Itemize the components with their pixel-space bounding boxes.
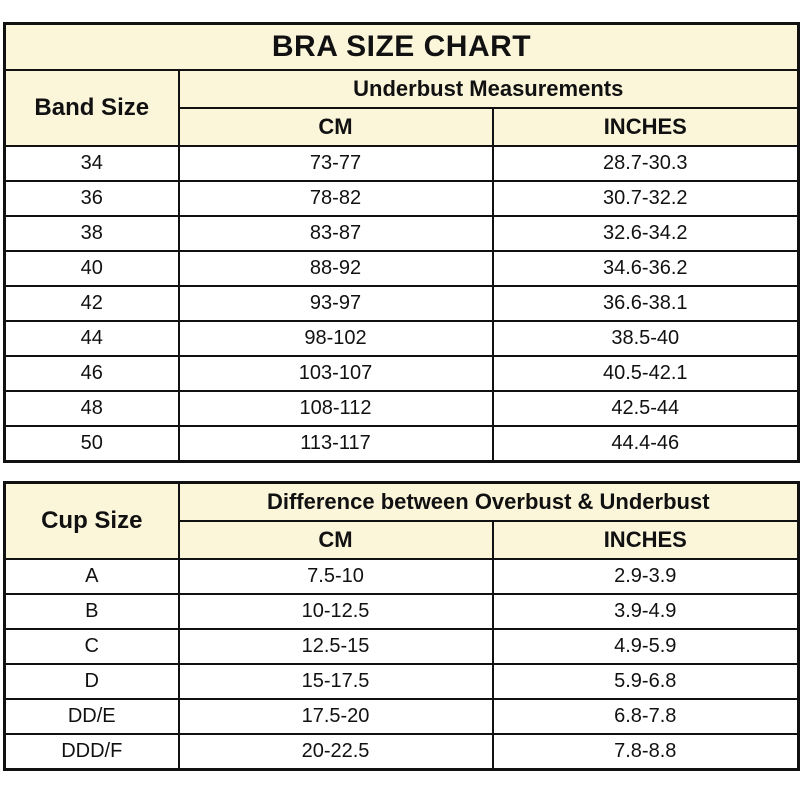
cup-cm-range: 7.5-10 [177,558,494,595]
page-title: BRA SIZE CHART [3,22,800,71]
band-group-header-row: Band Size Underbust Measurements [3,69,800,147]
band-cm-range: 83-87 [177,215,494,252]
band-inches-range: 44.4-46 [491,425,800,463]
table-row: 34 73-77 28.7-30.3 [3,145,800,182]
table-row: 36 78-82 30.7-32.2 [3,180,800,217]
band-inches-range: 42.5-44 [491,390,800,427]
band-cm-range: 88-92 [177,250,494,287]
difference-group-header: Difference between Overbust & Underbust [177,481,800,522]
cup-size-value: DD/E [3,698,180,735]
band-size-value: 40 [3,250,180,287]
band-cm-range: 98-102 [177,320,494,357]
band-size-value: 46 [3,355,180,392]
band-size-table: BRA SIZE CHART Band Size Underbust Measu… [3,22,800,463]
band-cm-range: 93-97 [177,285,494,322]
cup-inches-range: 4.9-5.9 [491,628,800,665]
band-cm-range: 103-107 [177,355,494,392]
cup-inches-column-header: INCHES [491,520,800,560]
band-inches-range: 38.5-40 [491,320,800,357]
table-row: D 15-17.5 5.9-6.8 [3,663,800,700]
table-row: 50 113-117 44.4-46 [3,425,800,463]
cup-cm-range: 17.5-20 [177,698,494,735]
cup-size-value: D [3,663,180,700]
table-row: DD/E 17.5-20 6.8-7.8 [3,698,800,735]
cup-cm-range: 12.5-15 [177,628,494,665]
band-size-corner-header: Band Size [3,69,180,147]
cup-inches-range: 5.9-6.8 [491,663,800,700]
band-size-value: 48 [3,390,180,427]
cup-group-header-row: Cup Size Difference between Overbust & U… [3,481,800,560]
band-size-value: 34 [3,145,180,182]
table-row: DDD/F 20-22.5 7.8-8.8 [3,733,800,771]
table-row: A 7.5-10 2.9-3.9 [3,558,800,595]
cup-size-value: B [3,593,180,630]
band-inches-range: 28.7-30.3 [491,145,800,182]
band-column-header-row: CM INCHES [5,107,800,147]
cup-inches-range: 6.8-7.8 [491,698,800,735]
table-row: 42 93-97 36.6-38.1 [3,285,800,322]
chart-title-row: BRA SIZE CHART [3,22,800,71]
cup-cm-range: 10-12.5 [177,593,494,630]
table-row: 40 88-92 34.6-36.2 [3,250,800,287]
band-size-value: 42 [3,285,180,322]
cup-cm-range: 20-22.5 [177,733,494,771]
table-row: C 12.5-15 4.9-5.9 [3,628,800,665]
band-size-value: 36 [3,180,180,217]
band-cm-column-header: CM [177,107,494,147]
cup-cm-column-header: CM [177,520,494,560]
band-cm-range: 78-82 [177,180,494,217]
band-inches-range: 40.5-42.1 [491,355,800,392]
cup-inches-range: 7.8-8.8 [491,733,800,771]
cup-size-value: DDD/F [3,733,180,771]
band-cm-range: 73-77 [177,145,494,182]
band-inches-range: 32.6-34.2 [491,215,800,252]
band-inches-range: 34.6-36.2 [491,250,800,287]
cup-cm-range: 15-17.5 [177,663,494,700]
band-inches-range: 30.7-32.2 [491,180,800,217]
table-row: B 10-12.5 3.9-4.9 [3,593,800,630]
cup-inches-range: 3.9-4.9 [491,593,800,630]
band-size-value: 44 [3,320,180,357]
table-row: 38 83-87 32.6-34.2 [3,215,800,252]
cup-size-table: Cup Size Difference between Overbust & U… [3,481,800,771]
band-cm-range: 108-112 [177,390,494,427]
underbust-group-header: Underbust Measurements [177,69,800,109]
cup-size-corner-header: Cup Size [3,481,180,560]
band-size-value: 38 [3,215,180,252]
cup-column-header-row: CM INCHES [5,520,800,560]
table-gap [3,463,797,481]
table-row: 44 98-102 38.5-40 [3,320,800,357]
band-inches-column-header: INCHES [491,107,800,147]
table-row: 46 103-107 40.5-42.1 [3,355,800,392]
band-cm-range: 113-117 [177,425,494,463]
band-inches-range: 36.6-38.1 [491,285,800,322]
cup-size-value: A [3,558,180,595]
band-size-value: 50 [3,425,180,463]
table-row: 48 108-112 42.5-44 [3,390,800,427]
cup-size-value: C [3,628,180,665]
cup-inches-range: 2.9-3.9 [491,558,800,595]
